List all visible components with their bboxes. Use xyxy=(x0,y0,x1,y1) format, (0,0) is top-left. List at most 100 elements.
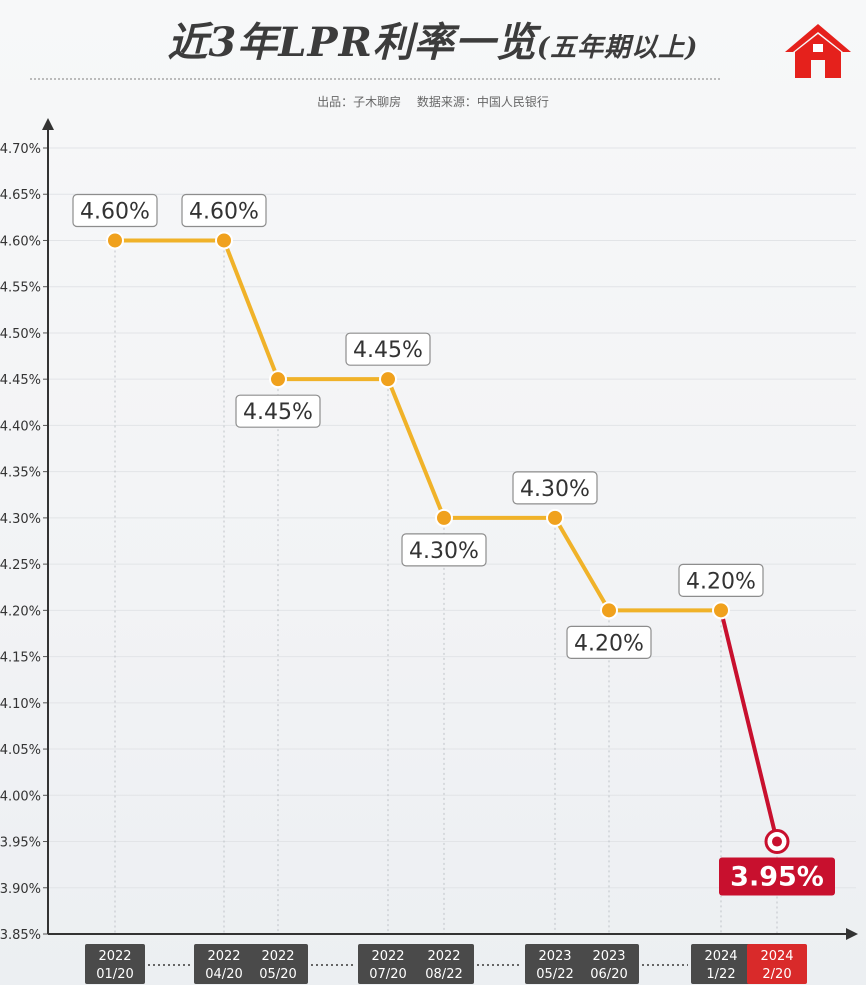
data-label: 4.20% xyxy=(678,563,764,597)
house-roof xyxy=(785,24,851,52)
x-tick-label-date: 05/20 xyxy=(259,967,296,982)
y-tick-label: 4.00% xyxy=(0,789,41,804)
series-line-final-segment xyxy=(719,608,779,844)
data-label: 4.45% xyxy=(345,332,431,366)
data-label-box xyxy=(512,471,598,505)
y-tick-label: 4.10% xyxy=(0,697,41,712)
x-tick-label-date: 1/22 xyxy=(706,967,735,982)
x-tick-label-date: 01/20 xyxy=(96,967,133,982)
data-label: 4.60% xyxy=(181,193,267,228)
x-tick-label: 2022 01/20 xyxy=(85,944,145,984)
data-label-text: 4.20% xyxy=(574,631,644,656)
y-tick-label: 4.55% xyxy=(0,281,41,296)
x-tick-label-year: 2023 xyxy=(538,949,571,964)
x-tick-label-box xyxy=(358,944,418,984)
data-label-box xyxy=(181,193,267,228)
x-tick-label-box xyxy=(248,944,308,984)
data-label-box xyxy=(401,533,487,567)
x-tick-label: 2023 05/22 xyxy=(525,944,585,984)
x-tick-label: 2024 1/22 xyxy=(691,944,751,984)
y-axis-arrow xyxy=(42,118,54,130)
title-divider xyxy=(30,78,720,80)
x-tick-label-date: 07/20 xyxy=(369,967,406,982)
y-tick-label: 3.85% xyxy=(0,928,41,943)
data-label-text: 4.20% xyxy=(686,569,756,594)
x-tick-label-box xyxy=(747,944,807,984)
x-tick-label: 2022 07/20 xyxy=(358,944,418,984)
data-label-text: 4.30% xyxy=(520,477,590,502)
x-tick-label-year: 2024 xyxy=(760,949,793,964)
x-tick-label-date: 04/20 xyxy=(205,967,242,982)
data-label-text: 4.60% xyxy=(189,199,259,224)
data-label-text: 4.45% xyxy=(243,400,313,425)
y-tick-label: 4.30% xyxy=(0,512,41,527)
data-point xyxy=(106,231,124,250)
data-point xyxy=(379,370,397,389)
data-label: 3.95% xyxy=(719,857,835,896)
house-body xyxy=(795,34,841,78)
x-tick-label-year: 2022 xyxy=(207,949,240,964)
data-source-text: 数据来源：中国人民银行 xyxy=(416,95,549,109)
data-point xyxy=(435,508,453,527)
series-line-segment xyxy=(386,377,446,520)
x-tick-label-box xyxy=(691,944,751,984)
series-line-segment xyxy=(553,515,611,613)
y-tick-label: 4.35% xyxy=(0,466,41,481)
data-label: 4.60% xyxy=(72,193,158,228)
x-tick-label-box xyxy=(85,944,145,984)
data-label: 4.45% xyxy=(235,394,321,428)
x-tick-label-year: 2024 xyxy=(704,949,737,964)
data-label: 4.30% xyxy=(401,533,487,567)
data-label-text: 4.30% xyxy=(409,539,479,564)
data-label-box xyxy=(345,332,431,366)
data-point xyxy=(600,601,618,620)
data-point xyxy=(712,601,730,620)
chart-title: 近3年LPR利率一览(五年期以上) xyxy=(0,10,866,68)
x-tick-label-date: 08/22 xyxy=(425,967,462,982)
data-point xyxy=(772,836,782,847)
data-label-text: 3.95% xyxy=(730,862,824,893)
y-tick-label: 4.45% xyxy=(0,373,41,388)
y-tick-label: 3.95% xyxy=(0,836,41,851)
x-axis-arrow xyxy=(846,928,858,940)
y-tick-label: 4.15% xyxy=(0,651,41,666)
data-point xyxy=(546,508,564,527)
x-tick-label-date: 06/20 xyxy=(590,967,627,982)
x-tick-label-date: 05/22 xyxy=(536,967,573,982)
x-tick-label-box xyxy=(579,944,639,984)
y-tick-label: 4.25% xyxy=(0,558,41,573)
data-point xyxy=(215,231,233,250)
y-tick-label: 4.05% xyxy=(0,743,41,758)
y-tick-label: 3.90% xyxy=(0,882,41,897)
x-tick-label-year: 2022 xyxy=(427,949,460,964)
x-tick-label: 2022 08/22 xyxy=(414,944,474,984)
chart-title-sub: (五年期以上) xyxy=(536,33,699,63)
x-tick-label: 2022 05/20 xyxy=(248,944,308,984)
data-label-text: 4.45% xyxy=(353,338,423,363)
data-label: 4.20% xyxy=(566,625,652,659)
x-tick-label-year: 2022 xyxy=(371,949,404,964)
chart-title-main: 近3年LPR利率一览 xyxy=(167,19,537,66)
data-label-box xyxy=(235,394,321,428)
data-label-box xyxy=(719,857,835,896)
x-tick-label-year: 2022 xyxy=(98,949,131,964)
x-tick-label: 2023 06/20 xyxy=(579,944,639,984)
data-label: 4.30% xyxy=(512,471,598,505)
y-tick-label: 4.65% xyxy=(0,188,41,203)
house-window xyxy=(813,44,823,52)
data-label-box xyxy=(72,193,158,228)
y-tick-label: 4.50% xyxy=(0,327,41,342)
source-line: 出品：子木聊房 数据来源：中国人民银行 xyxy=(0,93,866,110)
x-tick-label-box xyxy=(194,944,254,984)
series-line-segment xyxy=(222,238,280,382)
x-tick-label-year: 2023 xyxy=(592,949,625,964)
data-label-box xyxy=(566,625,652,659)
x-tick-label-box xyxy=(525,944,585,984)
house-icon xyxy=(785,24,851,78)
producer-text: 出品：子木聊房 xyxy=(317,95,402,109)
data-label-text: 4.60% xyxy=(80,199,150,224)
y-tick-label: 4.60% xyxy=(0,234,41,249)
y-tick-label: 4.40% xyxy=(0,419,41,434)
data-point xyxy=(269,370,287,389)
